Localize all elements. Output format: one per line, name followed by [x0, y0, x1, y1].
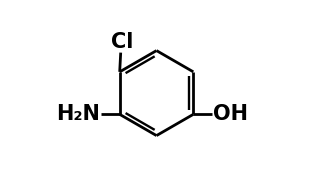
Text: Cl: Cl — [110, 32, 133, 52]
Text: OH: OH — [213, 104, 248, 124]
Text: H₂N: H₂N — [56, 104, 100, 124]
